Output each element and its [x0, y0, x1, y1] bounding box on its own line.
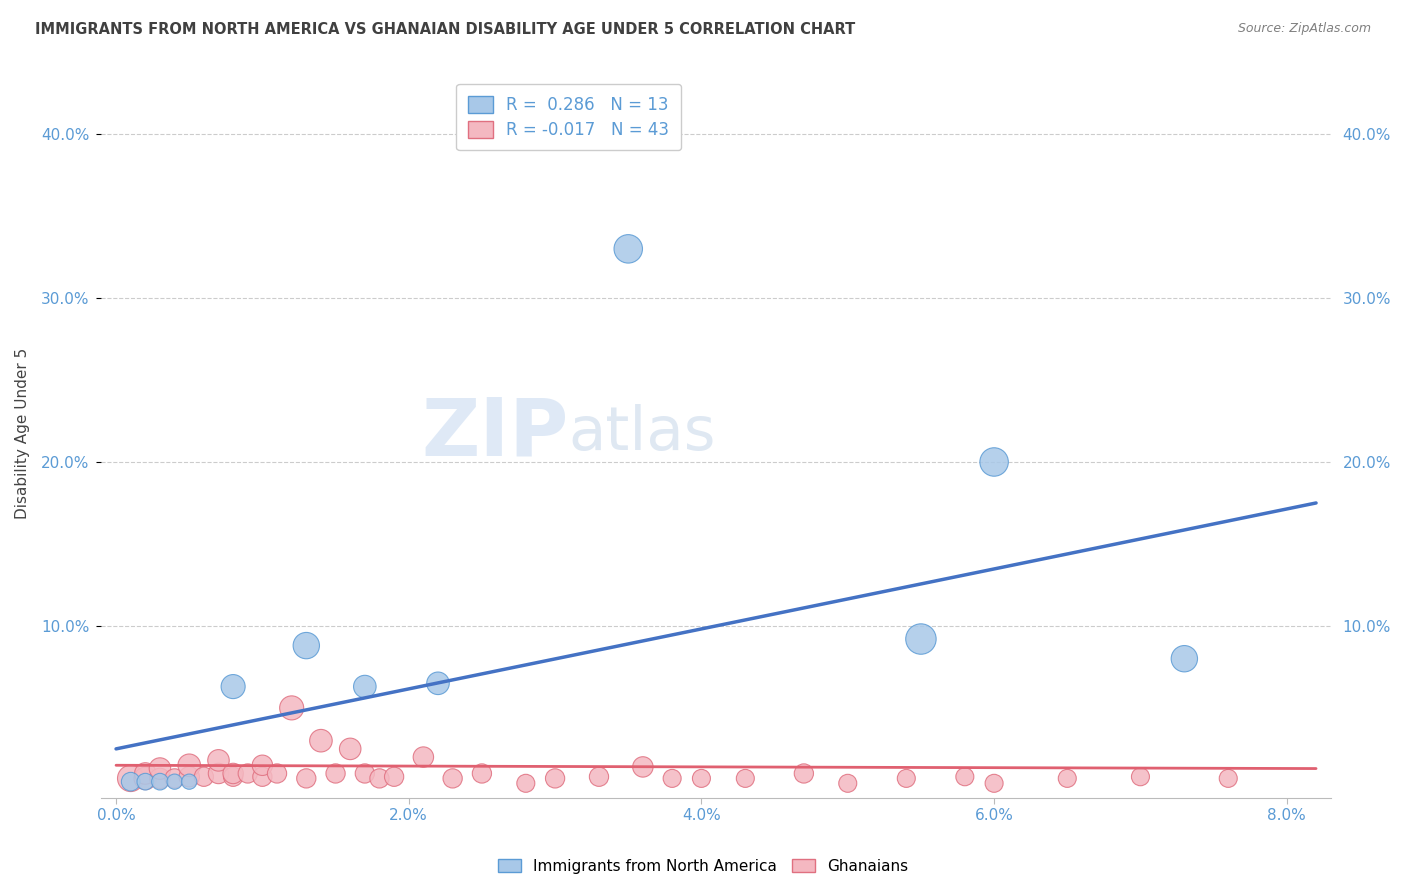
- Point: [252, 758, 274, 772]
- Point: [427, 676, 450, 690]
- Point: [236, 766, 259, 780]
- Legend: R =  0.286   N = 13, R = -0.017   N = 43: R = 0.286 N = 13, R = -0.017 N = 43: [456, 84, 681, 151]
- Point: [325, 766, 347, 780]
- Point: [179, 770, 201, 784]
- Point: [353, 680, 375, 694]
- Point: [222, 680, 245, 694]
- Point: [793, 766, 815, 780]
- Point: [309, 733, 332, 747]
- Point: [515, 776, 537, 790]
- Point: [910, 632, 932, 646]
- Text: Source: ZipAtlas.com: Source: ZipAtlas.com: [1237, 22, 1371, 36]
- Point: [193, 770, 215, 784]
- Point: [295, 772, 318, 786]
- Point: [163, 772, 186, 786]
- Point: [207, 753, 229, 767]
- Point: [1173, 651, 1195, 665]
- Point: [896, 772, 918, 786]
- Point: [1056, 772, 1078, 786]
- Point: [222, 770, 245, 784]
- Point: [179, 774, 201, 789]
- Text: ZIP: ZIP: [422, 394, 568, 472]
- Point: [953, 770, 976, 784]
- Point: [120, 772, 142, 786]
- Point: [295, 639, 318, 653]
- Point: [588, 770, 610, 784]
- Point: [1218, 772, 1240, 786]
- Point: [163, 774, 186, 789]
- Legend: Immigrants from North America, Ghanaians: Immigrants from North America, Ghanaians: [492, 853, 914, 880]
- Point: [179, 758, 201, 772]
- Point: [734, 772, 756, 786]
- Point: [134, 772, 156, 786]
- Point: [983, 455, 1005, 469]
- Point: [207, 766, 229, 780]
- Point: [339, 742, 361, 756]
- Point: [353, 766, 375, 780]
- Point: [661, 772, 683, 786]
- Point: [222, 766, 245, 780]
- Point: [149, 762, 172, 776]
- Y-axis label: Disability Age Under 5: Disability Age Under 5: [15, 348, 30, 519]
- Point: [280, 701, 302, 715]
- Point: [631, 760, 654, 774]
- Point: [617, 242, 640, 256]
- Point: [441, 772, 464, 786]
- Point: [382, 770, 405, 784]
- Point: [149, 772, 172, 786]
- Point: [266, 766, 288, 780]
- Point: [252, 770, 274, 784]
- Point: [368, 772, 391, 786]
- Point: [983, 776, 1005, 790]
- Text: atlas: atlas: [568, 404, 716, 463]
- Point: [149, 774, 172, 789]
- Point: [471, 766, 494, 780]
- Point: [120, 774, 142, 789]
- Point: [412, 750, 434, 764]
- Point: [134, 774, 156, 789]
- Point: [1129, 770, 1152, 784]
- Point: [134, 766, 156, 780]
- Text: IMMIGRANTS FROM NORTH AMERICA VS GHANAIAN DISABILITY AGE UNDER 5 CORRELATION CHA: IMMIGRANTS FROM NORTH AMERICA VS GHANAIA…: [35, 22, 855, 37]
- Point: [690, 772, 713, 786]
- Point: [544, 772, 567, 786]
- Point: [837, 776, 859, 790]
